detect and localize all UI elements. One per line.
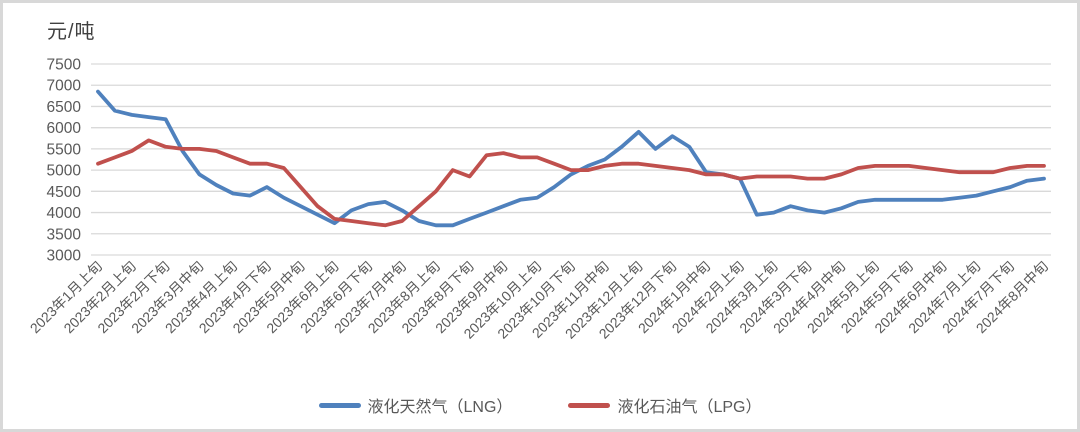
chart-legend: 液化天然气（LNG） 液化石油气（LPG） <box>3 393 1077 417</box>
y-axis-tick-label: 3500 <box>47 226 82 243</box>
legend-item-lng: 液化天然气（LNG） <box>318 393 513 417</box>
lng-price-line <box>96 89 1046 228</box>
y-axis-unit-title: 元/吨 <box>47 21 96 43</box>
y-axis-tick-label: 4500 <box>47 184 82 201</box>
y-axis-tick-label: 3000 <box>47 248 82 265</box>
y-axis-tick-label: 5500 <box>47 141 82 158</box>
lng-line-swatch-icon <box>318 402 361 408</box>
y-axis-tick-label: 7000 <box>47 78 82 95</box>
lpg-line-swatch-icon <box>568 402 611 408</box>
legend-item-lpg: 液化石油气（LPG） <box>568 393 761 417</box>
legend-label-lpg: 液化石油气（LPG） <box>617 399 762 416</box>
y-axis-tick-label: 4000 <box>47 205 82 222</box>
y-axis-tick-label: 6000 <box>47 120 82 137</box>
y-axis-tick-label: 5000 <box>47 163 82 180</box>
legend-label-lng: 液化天然气（LNG） <box>367 399 513 416</box>
lpg-price-line <box>96 138 1046 228</box>
price-line-chart: 3000 3500 4000 4500 5000 5500 6000 6500 7000 7500… <box>27 57 1051 342</box>
y-axis-tick-label: 6500 <box>47 99 82 116</box>
y-axis-tick-label: 7500 <box>47 57 82 74</box>
